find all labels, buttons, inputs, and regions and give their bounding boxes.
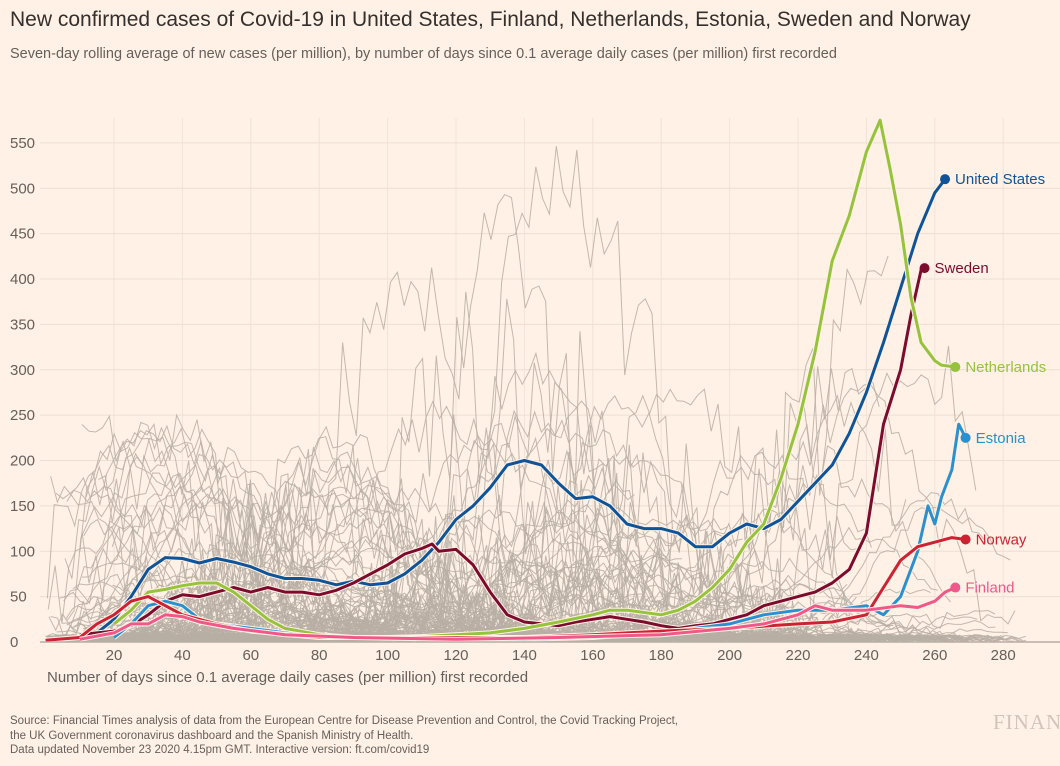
- y-tick-label: 350: [10, 316, 35, 333]
- chart-subtitle: Seven-day rolling average of new cases (…: [10, 46, 837, 62]
- chart-title: New confirmed cases of Covid-19 in Unite…: [10, 8, 971, 31]
- series-label: Estonia: [976, 430, 1027, 447]
- plot-area: [45, 117, 1027, 643]
- y-tick-label: 550: [10, 135, 35, 152]
- series-line-finland: [79, 586, 956, 641]
- y-tick-label: 500: [10, 180, 35, 197]
- series-label: Sweden: [935, 260, 989, 277]
- x-tick-label: 60: [242, 647, 259, 664]
- y-tick-label: 400: [10, 271, 35, 288]
- series-label: Norway: [976, 531, 1027, 548]
- series-line-netherlands: [113, 118, 956, 639]
- y-tick-label: 100: [10, 543, 35, 560]
- x-tick-label: 80: [311, 647, 328, 664]
- series-end-marker: [919, 263, 930, 274]
- y-tick-label: 0: [10, 634, 18, 651]
- x-tick-label: 20: [106, 647, 123, 664]
- x-tick-label: 280: [991, 647, 1016, 664]
- source-line: Data updated November 23 2020 4.15pm GMT…: [10, 744, 430, 756]
- y-tick-label: 150: [10, 498, 35, 515]
- source-line: the UK Government coronavirus dashboard …: [10, 729, 414, 742]
- x-tick-label: 200: [717, 647, 742, 664]
- background-country-line: [72, 549, 887, 643]
- ft-logo-lettering: FINANCIAL TIMES: [993, 710, 1060, 734]
- series-label: Netherlands: [965, 359, 1046, 376]
- series-end-marker: [960, 534, 971, 545]
- series-end-marker: [950, 582, 961, 593]
- x-tick-label: 40: [174, 647, 191, 664]
- series-end-marker: [960, 432, 971, 443]
- y-tick-label: 250: [10, 407, 35, 424]
- series-end-marker: [940, 174, 951, 185]
- series-line-united-states: [95, 178, 947, 635]
- x-axis-label: Number of days since 0.1 average daily c…: [47, 669, 529, 686]
- y-tick-label: 300: [10, 362, 35, 379]
- y-tick-label: 200: [10, 453, 35, 470]
- background-country-line: [104, 565, 899, 643]
- series-label: United States: [955, 171, 1045, 188]
- x-tick-label: 220: [785, 647, 810, 664]
- background-country-line: [109, 482, 931, 643]
- x-tick-label: 240: [854, 647, 879, 664]
- source-line: Source: Financial Times analysis of data…: [10, 715, 678, 727]
- y-tick-label: 50: [10, 589, 27, 606]
- series-label: Finland: [965, 580, 1014, 597]
- source-note: Source: Financial Times analysis of data…: [10, 714, 910, 758]
- ft-logo: FINANCIAL TIMES: [993, 710, 1060, 734]
- series-end-marker: [950, 362, 961, 373]
- x-tick-label: 120: [443, 647, 468, 664]
- y-tick-label: 450: [10, 226, 35, 243]
- x-tick-label: 140: [512, 647, 537, 664]
- x-tick-label: 180: [649, 647, 674, 664]
- x-tick-label: 160: [580, 647, 605, 664]
- x-tick-label: 260: [922, 647, 947, 664]
- background-country-line: [56, 601, 960, 643]
- x-tick-label: 100: [375, 647, 400, 664]
